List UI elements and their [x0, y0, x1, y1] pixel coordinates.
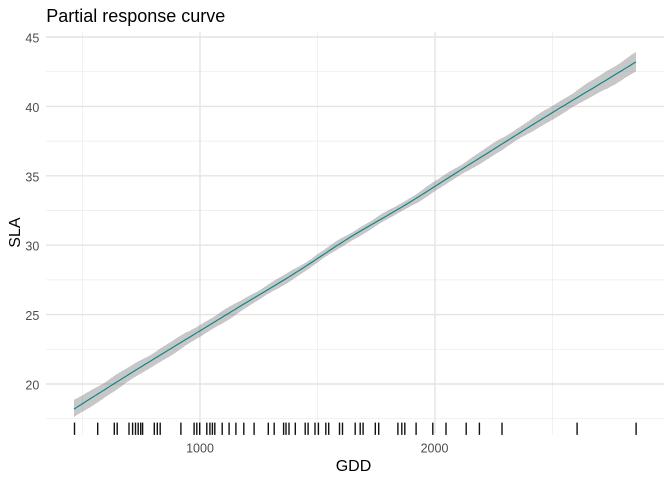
svg-text:20: 20 — [25, 379, 39, 393]
svg-text:Partial response curve: Partial response curve — [46, 6, 225, 26]
svg-text:SLA: SLA — [7, 217, 24, 248]
svg-text:25: 25 — [25, 309, 39, 323]
svg-text:30: 30 — [25, 240, 39, 254]
svg-text:1000: 1000 — [186, 442, 214, 456]
svg-text:35: 35 — [25, 170, 39, 184]
svg-text:GDD: GDD — [336, 458, 372, 475]
svg-text:2000: 2000 — [421, 442, 449, 456]
svg-text:40: 40 — [25, 101, 39, 115]
svg-text:45: 45 — [25, 32, 39, 46]
